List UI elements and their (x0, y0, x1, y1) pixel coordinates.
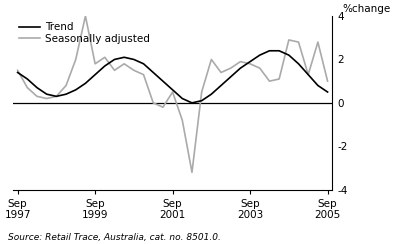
Trend (151, 71, 156, 74)
Seasonally adjusted (219, 71, 223, 74)
Seasonally adjusted (161, 106, 165, 109)
Trend (54, 95, 59, 98)
Text: Source: Retail Trace, Australia, cat. no. 8501.0.: Source: Retail Trace, Australia, cat. no… (8, 233, 221, 242)
Seasonally adjusted (306, 73, 310, 76)
Trend (306, 73, 310, 76)
Seasonally adjusted (64, 84, 69, 87)
Seasonally adjusted (209, 58, 214, 61)
Seasonally adjusted (83, 15, 88, 18)
Seasonally adjusted (248, 62, 253, 65)
Trend (190, 102, 194, 104)
Seasonally adjusted (25, 86, 30, 89)
Seasonally adjusted (190, 171, 194, 174)
Trend (199, 99, 204, 102)
Seasonally adjusted (35, 95, 39, 98)
Seasonally adjusted (229, 67, 233, 70)
Seasonally adjusted (238, 60, 243, 63)
Seasonally adjusted (73, 58, 78, 61)
Trend (132, 58, 136, 61)
Trend (141, 62, 146, 65)
Line: Trend: Trend (18, 51, 327, 103)
Seasonally adjusted (277, 78, 282, 81)
Seasonally adjusted (15, 69, 20, 72)
Trend (45, 93, 49, 96)
Trend (93, 73, 97, 76)
Trend (238, 67, 243, 70)
Trend (102, 64, 107, 67)
Seasonally adjusted (267, 80, 272, 83)
Trend (170, 88, 175, 91)
Trend (286, 54, 291, 57)
Trend (219, 84, 223, 87)
Seasonally adjusted (102, 56, 107, 59)
Trend (25, 78, 30, 81)
Seasonally adjusted (286, 39, 291, 41)
Trend (296, 62, 301, 65)
Trend (267, 49, 272, 52)
Seasonally adjusted (122, 62, 126, 65)
Seasonally adjusted (45, 97, 49, 100)
Seasonally adjusted (54, 95, 59, 98)
Seasonally adjusted (325, 80, 330, 83)
Seasonally adjusted (316, 41, 320, 44)
Seasonally adjusted (151, 102, 156, 104)
Seasonally adjusted (180, 119, 185, 122)
Trend (64, 93, 69, 96)
Trend (277, 49, 282, 52)
Seasonally adjusted (132, 69, 136, 72)
Trend (257, 54, 262, 57)
Trend (161, 80, 165, 83)
Trend (248, 60, 253, 63)
Seasonally adjusted (93, 62, 97, 65)
Trend (112, 58, 117, 61)
Seasonally adjusted (257, 67, 262, 70)
Trend (122, 56, 126, 59)
Seasonally adjusted (170, 91, 175, 93)
Trend (15, 71, 20, 74)
Seasonally adjusted (296, 41, 301, 44)
Trend (325, 91, 330, 93)
Trend (209, 93, 214, 96)
Trend (316, 84, 320, 87)
Trend (229, 75, 233, 78)
Text: %change: %change (342, 4, 390, 14)
Seasonally adjusted (141, 73, 146, 76)
Trend (83, 82, 88, 85)
Line: Seasonally adjusted: Seasonally adjusted (18, 16, 327, 172)
Seasonally adjusted (112, 69, 117, 72)
Seasonally adjusted (199, 91, 204, 93)
Trend (73, 88, 78, 91)
Trend (180, 97, 185, 100)
Trend (35, 86, 39, 89)
Legend: Trend, Seasonally adjusted: Trend, Seasonally adjusted (18, 21, 151, 45)
